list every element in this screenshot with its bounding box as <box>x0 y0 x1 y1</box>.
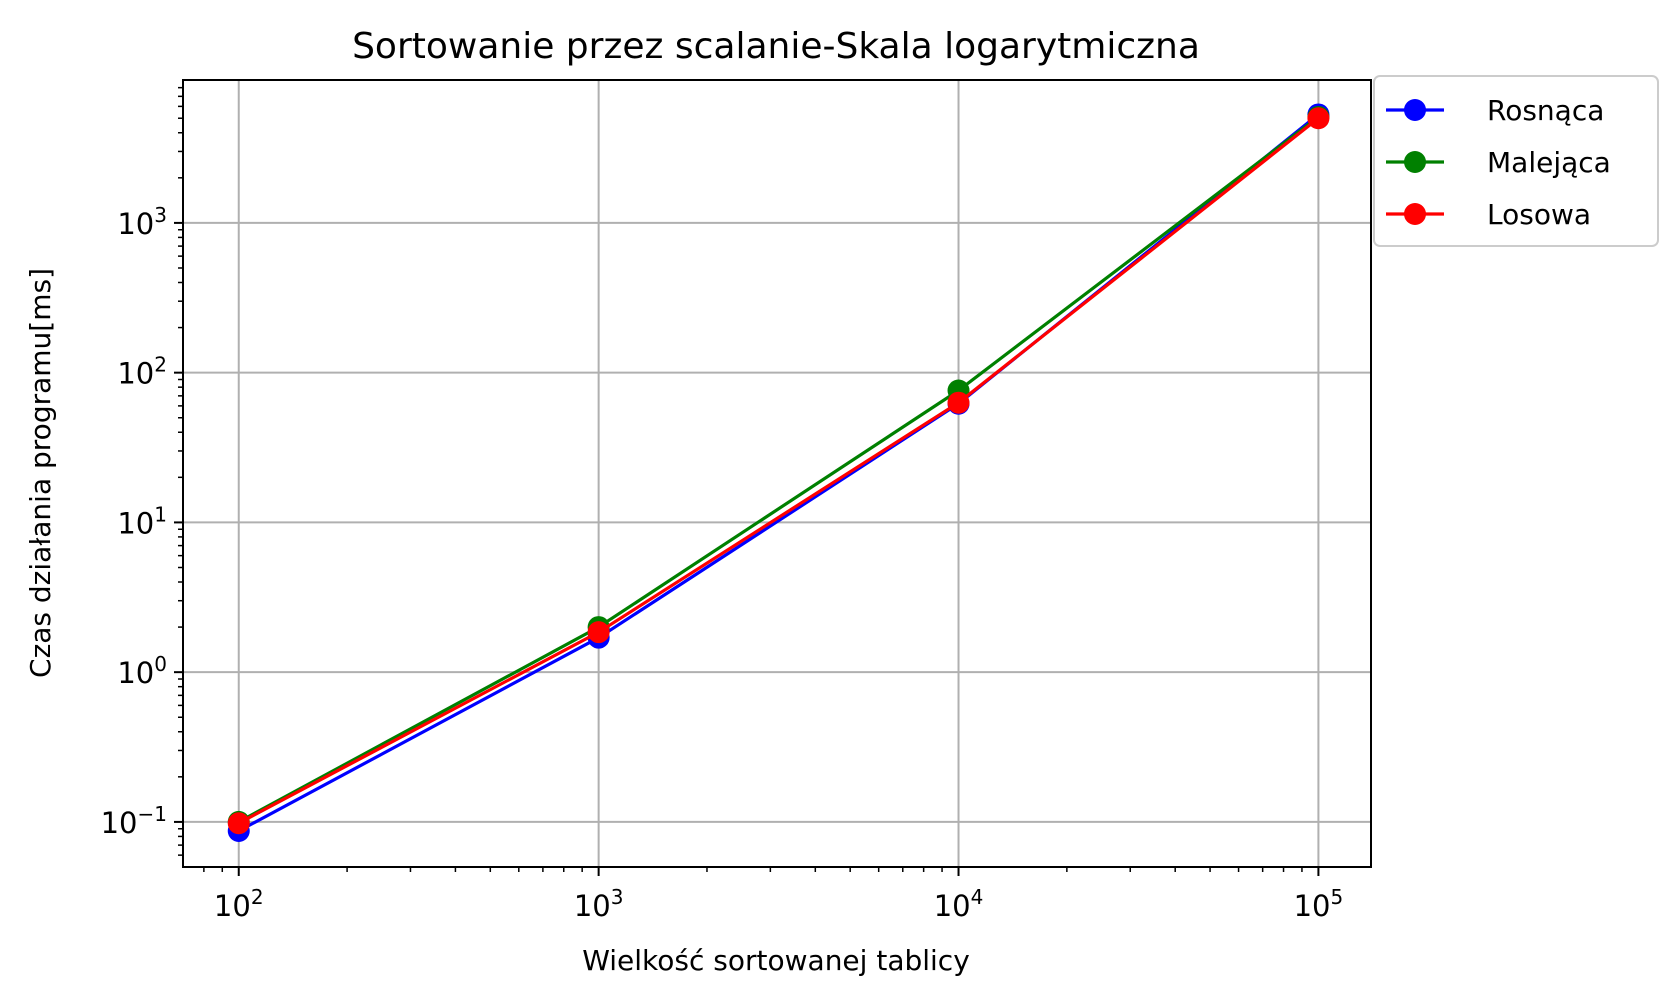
legend-item: Malejąca <box>1386 146 1611 179</box>
series-layer <box>227 103 1330 842</box>
legend-marker <box>1404 99 1426 121</box>
legend-label: Malejąca <box>1487 146 1611 179</box>
tick-labels: 102 103 104 105 10−1 100 101 102 103 <box>101 203 1344 923</box>
legend-marker <box>1404 151 1426 173</box>
grid-layer <box>183 80 1371 867</box>
x-tick-label: 104 <box>934 885 984 923</box>
series-1 <box>227 103 1330 842</box>
legend-label: Losowa <box>1487 198 1591 231</box>
x-axis-label: Wielkość sortowanej tablicy <box>582 944 970 977</box>
legend-label: Rosnąca <box>1487 94 1604 127</box>
data-point <box>227 812 250 835</box>
x-tick-label: 103 <box>574 885 624 923</box>
data-point <box>1307 107 1330 130</box>
y-tick-label: 100 <box>117 652 167 690</box>
chart-title: Sortowanie przez scalanie-Skala logarytm… <box>352 26 1200 67</box>
y-axis-label: Czas działania programu[ms] <box>24 268 57 678</box>
legend-marker <box>1404 203 1426 225</box>
legend-item: Rosnąca <box>1386 94 1604 127</box>
data-point <box>587 621 610 644</box>
series-line <box>237 113 1320 833</box>
legend-item: Losowa <box>1386 198 1591 231</box>
major-ticks <box>174 221 1320 876</box>
legend: Rosnąca Malejąca Losowa <box>1373 75 1659 247</box>
series-3 <box>227 107 1330 835</box>
x-tick-label: 102 <box>214 885 264 923</box>
legend-box <box>1373 75 1659 247</box>
series-2 <box>227 105 1330 833</box>
series-line <box>237 116 1320 825</box>
y-tick-label: 102 <box>117 353 167 391</box>
data-point <box>947 391 970 414</box>
minor-ticks <box>178 86 1303 872</box>
series-line <box>237 115 1320 824</box>
x-tick-label: 105 <box>1294 885 1344 923</box>
y-tick-label: 101 <box>117 502 167 540</box>
plot-frame <box>182 79 1372 868</box>
y-tick-label: 10−1 <box>101 802 167 840</box>
y-tick-label: 103 <box>117 203 167 241</box>
